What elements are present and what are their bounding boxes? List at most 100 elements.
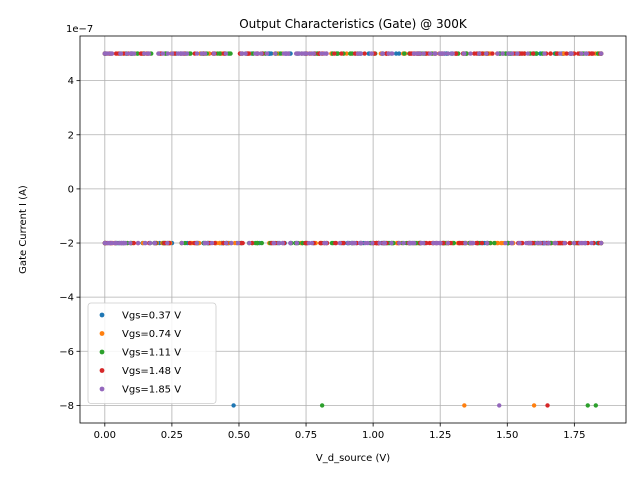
- data-point: [598, 240, 604, 246]
- data-point: [424, 51, 429, 56]
- data-point: [402, 51, 407, 56]
- data-point: [468, 51, 473, 56]
- data-point: [451, 240, 457, 246]
- data-point: [517, 240, 522, 246]
- data-point: [271, 240, 277, 246]
- data-points: [102, 51, 604, 408]
- data-point: [488, 240, 493, 246]
- data-point: [534, 240, 540, 246]
- data-point: [239, 51, 244, 56]
- y-tick-label: 4: [68, 76, 74, 87]
- data-point: [281, 51, 287, 56]
- data-point: [424, 240, 429, 246]
- data-point: [503, 240, 508, 246]
- data-point: [445, 240, 451, 246]
- y-tick-label: −6: [59, 347, 74, 358]
- data-point: [131, 240, 137, 246]
- data-point: [255, 51, 261, 56]
- data-point: [578, 240, 583, 246]
- data-point: [194, 240, 199, 246]
- legend-marker: [99, 368, 105, 373]
- data-point: [553, 240, 559, 246]
- data-point: [235, 240, 241, 246]
- data-point: [506, 51, 511, 56]
- data-point: [445, 51, 451, 56]
- data-point: [102, 240, 108, 246]
- data-point: [293, 51, 299, 56]
- plot-frame: [79, 35, 627, 424]
- data-point-outlier: [231, 403, 236, 408]
- data-point: [223, 240, 229, 246]
- data-point: [131, 51, 137, 56]
- data-point: [598, 51, 604, 56]
- data-point: [243, 51, 248, 56]
- legend-marker: [99, 312, 105, 318]
- data-point: [427, 51, 433, 56]
- data-point: [107, 240, 112, 246]
- data-point: [407, 240, 412, 246]
- data-point: [419, 240, 424, 246]
- data-point: [571, 240, 577, 246]
- data-point: [542, 240, 548, 246]
- data-point: [515, 51, 520, 56]
- legend-label: Vgs=1.48 V: [122, 366, 181, 377]
- x-tick-label: 0.00: [94, 430, 116, 441]
- x-tick-label: 1.00: [362, 430, 384, 441]
- data-point: [509, 51, 515, 56]
- data-point: [276, 240, 281, 246]
- y-tick-label: −8: [59, 401, 74, 412]
- data-point: [147, 240, 153, 246]
- data-point: [102, 51, 108, 56]
- data-point: [463, 240, 468, 246]
- data-point: [576, 51, 581, 56]
- data-point: [562, 240, 567, 246]
- data-point: [363, 240, 368, 246]
- data-point: [188, 51, 193, 56]
- data-point: [474, 240, 479, 246]
- data-point: [324, 51, 329, 56]
- data-point: [484, 51, 489, 56]
- data-point: [138, 51, 144, 56]
- data-point: [389, 240, 394, 246]
- data-point: [401, 240, 406, 246]
- data-point: [548, 51, 553, 56]
- data-point: [247, 240, 252, 246]
- data-point: [124, 51, 130, 56]
- data-point: [341, 240, 346, 246]
- data-point: [369, 51, 374, 56]
- data-point: [199, 51, 205, 56]
- data-point: [254, 240, 260, 246]
- data-point: [453, 51, 459, 56]
- data-point: [495, 51, 500, 56]
- data-point: [202, 51, 208, 56]
- data-point: [437, 240, 442, 246]
- data-point: [209, 240, 215, 246]
- data-point: [165, 51, 171, 56]
- y-axis-offset-label: 1e−7: [66, 24, 93, 35]
- data-point: [182, 240, 188, 246]
- y-tick-label: −2: [59, 239, 74, 250]
- data-point: [530, 51, 536, 56]
- data-point-outlier: [545, 403, 550, 408]
- data-point: [339, 51, 344, 56]
- data-point: [411, 51, 417, 56]
- data-point: [294, 240, 299, 246]
- data-point: [135, 51, 140, 56]
- data-point: [280, 240, 285, 246]
- legend-label: Vgs=1.11 V: [122, 348, 181, 359]
- x-tick-label: 1.50: [496, 430, 518, 441]
- data-point: [490, 51, 495, 56]
- data-point: [346, 240, 351, 246]
- data-point: [228, 51, 233, 56]
- data-point: [344, 51, 349, 56]
- data-point: [161, 240, 167, 246]
- data-point: [278, 51, 283, 56]
- data-point: [546, 240, 551, 246]
- data-point: [229, 240, 234, 246]
- data-point: [211, 51, 217, 56]
- data-point: [564, 51, 569, 56]
- data-point: [352, 240, 357, 246]
- x-tick-label: 0.75: [295, 430, 317, 441]
- legend-marker: [99, 331, 105, 336]
